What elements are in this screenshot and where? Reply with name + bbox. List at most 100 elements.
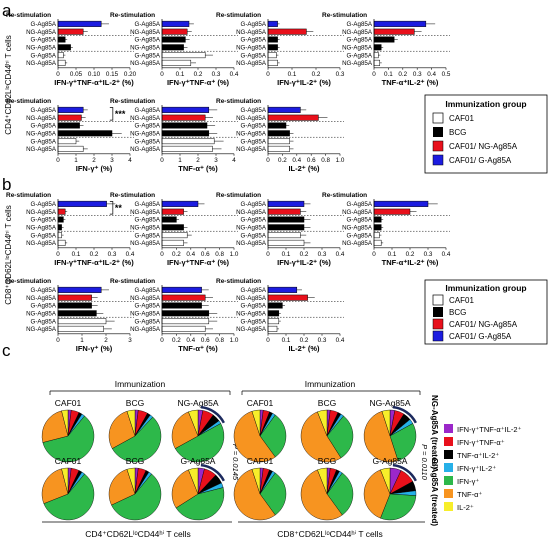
row-label: NG-Ag85A [236, 209, 267, 216]
chart-panel-b-0: Re-stimulationG-Ag85ANG-Ag85AG-Ag85ANG-A… [6, 192, 135, 267]
x-tick-label: 0.2 [90, 251, 99, 258]
chart-panel-a-3: Re-stimulationG-Ag85ANG-Ag85AG-Ag85ANG-A… [322, 12, 451, 87]
bar [161, 122, 208, 129]
row-label: G-Ag85A [135, 107, 161, 114]
bar [161, 130, 210, 137]
panel-label-b: b [2, 175, 11, 194]
row-label: G-Ag85A [347, 201, 373, 208]
legend-b-item: BCG [449, 308, 466, 317]
row-label: NG-Ag85A [236, 225, 267, 232]
pie-slice [300, 411, 342, 463]
pie-charts: CAF01 BCG NG-Ag85A CAF01 BCG G-Ag85A CAF01 BCG N… [41, 398, 417, 521]
x-tick-label: 4 [128, 157, 132, 164]
bar [267, 59, 278, 66]
row-label: G-Ag85A [31, 138, 57, 145]
row-label: G-Ag85A [31, 232, 57, 239]
bar [373, 208, 411, 215]
bar [161, 216, 177, 223]
row-label: G-Ag85A [135, 52, 161, 59]
row-label: G-Ag85A [135, 287, 161, 294]
bar [267, 224, 305, 231]
row-label: G-Ag85A [347, 217, 373, 224]
row-label: NG-Ag85A [236, 131, 267, 138]
bar [161, 36, 186, 43]
row-label: NG-Ag85A [130, 131, 161, 138]
x-tick-label: 0.3 [424, 251, 433, 258]
row-label: NG-Ag85A [236, 29, 267, 36]
bar [57, 28, 84, 35]
row-side-ng: NG-Ag85A (treated) [430, 395, 439, 469]
x-tick-label: 4 [232, 157, 236, 164]
x-tick-label: 0.4 [336, 251, 345, 258]
row-label: G-Ag85A [135, 123, 161, 130]
row-label: G-Ag85A [31, 123, 57, 130]
pie-cd8-0 [233, 409, 287, 463]
x-tick-label: 0.3 [336, 71, 345, 78]
legend-c-item: IFN-γ⁺ [457, 477, 479, 486]
bar [161, 325, 206, 332]
chart-panel-b-5: Re-stimulationG-Ag85ANG-Ag85AG-Ag85ANG-A… [110, 278, 239, 353]
pie-slice [171, 411, 199, 449]
row-label: G-Ag85A [135, 303, 161, 310]
pie-cd8-5 [363, 467, 417, 521]
pie-cd4-1 [108, 409, 162, 463]
x-tick-label: 0.8 [215, 251, 224, 258]
x-axis-label: IL-2⁺ (%) [288, 164, 320, 173]
bar [161, 59, 192, 66]
bar [373, 200, 429, 207]
row-label: G-Ag85A [31, 201, 57, 208]
row-label: G-Ag85A [31, 303, 57, 310]
row-label: G-Ag85A [31, 318, 57, 325]
row-label: NG-Ag85A [26, 45, 57, 52]
x-tick-label: 0.4 [442, 251, 451, 258]
pie-cd4-0 [41, 409, 95, 463]
x-tick-label: 0.4 [427, 71, 436, 78]
x-tick-label: 2 [92, 157, 96, 164]
pie-label: G-Ag85A [181, 456, 216, 466]
bar [267, 20, 278, 27]
chart-panel-a-4: Re-stimulationG-Ag85ANG-Ag85AG-Ag85ANG-A… [6, 98, 134, 173]
bar [57, 310, 97, 317]
legend-b-item: CAF01 [449, 296, 474, 305]
x-tick-label: 1 [80, 337, 84, 344]
bar [57, 239, 66, 246]
bar [373, 44, 382, 51]
row-label: G-Ag85A [347, 52, 373, 59]
x-tick-label: 3 [110, 157, 114, 164]
bar [57, 325, 104, 332]
chart-panel-b-2: Re-stimulationG-Ag85ANG-Ag85AG-Ag85ANG-A… [216, 192, 345, 267]
row-label: NG-Ag85A [26, 115, 57, 122]
pie-slice [326, 472, 354, 516]
x-axis-label: IFN-γ⁺TNF-α⁺IL-2⁺ (%) [54, 78, 134, 87]
row-label: G-Ag85A [135, 138, 161, 145]
bar [57, 232, 62, 239]
bar [57, 114, 82, 121]
x-tick-label: 0 [160, 337, 164, 344]
pie-cd8-4 [300, 467, 354, 521]
x-tick-label: 0.2 [172, 337, 181, 344]
x-tick-label: 0 [56, 337, 60, 344]
pie-cd8-2 [363, 409, 417, 463]
significance-marker: *** [115, 109, 126, 119]
restim-label: Re-stimulation [6, 98, 51, 105]
bar [57, 59, 66, 66]
bar [57, 286, 102, 293]
row-label: NG-Ag85A [26, 209, 57, 216]
pie-slice [389, 423, 417, 461]
x-tick-label: 0.8 [321, 157, 330, 164]
panel-label-a: a [2, 1, 12, 20]
row-label: G-Ag85A [135, 21, 161, 28]
x-tick-label: 0.6 [201, 337, 210, 344]
pie-slice [108, 469, 136, 506]
bar [57, 106, 84, 113]
highlight-arc [200, 405, 225, 424]
x-tick-label: 0 [56, 71, 60, 78]
bar [267, 208, 301, 215]
x-tick-label: 0.2 [406, 251, 415, 258]
x-tick-label: 0.5 [442, 71, 451, 78]
bar [373, 28, 415, 35]
x-tick-label: 0.2 [300, 251, 309, 258]
row-label: NG-Ag85A [342, 60, 373, 67]
row-label: NG-Ag85A [342, 45, 373, 52]
